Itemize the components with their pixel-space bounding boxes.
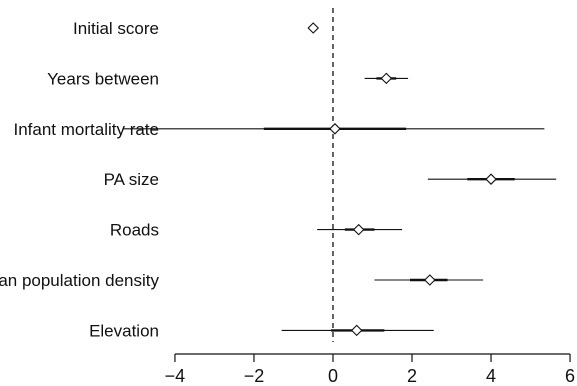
estimate-diamond-marker [350,324,363,337]
coefficient-row: Years between [47,69,409,88]
x-tick-label: −4 [165,366,186,386]
estimate-diamond-marker [424,274,436,286]
x-tick-label: 0 [328,366,338,386]
coefficient-row: Elevation [89,321,434,340]
coefficient-rows: Initial score Years between Infant mortali… [0,19,557,340]
coefficient-row: PA size [104,170,557,189]
estimate-diamond-marker [380,72,393,85]
coefficient-row: Initial score [73,19,320,38]
estimate-diamond-marker [352,223,365,236]
x-tick-label: 6 [565,366,575,386]
x-tick-label: −2 [244,366,265,386]
variable-label: Roads [110,221,159,240]
x-axis: −4 −2 0 2 4 6 [165,353,575,386]
variable-label: Years between [47,69,159,88]
x-tick-label: 4 [486,366,496,386]
estimate-diamond-marker [485,173,497,185]
variable-label: Elevation [89,321,159,340]
coefficient-row: Infant mortality rate [13,120,545,139]
x-tick-label: 2 [407,366,417,386]
variable-label: Urban population density [0,271,159,290]
variable-label: PA size [104,170,159,189]
variable-label: Infant mortality rate [13,120,159,139]
estimate-diamond-marker [307,22,320,34]
estimate-diamond-marker [329,123,341,135]
coefficient-row: Roads [110,221,403,240]
variable-label: Initial score [73,19,159,38]
coefficient-row: Urban population density [0,271,484,290]
